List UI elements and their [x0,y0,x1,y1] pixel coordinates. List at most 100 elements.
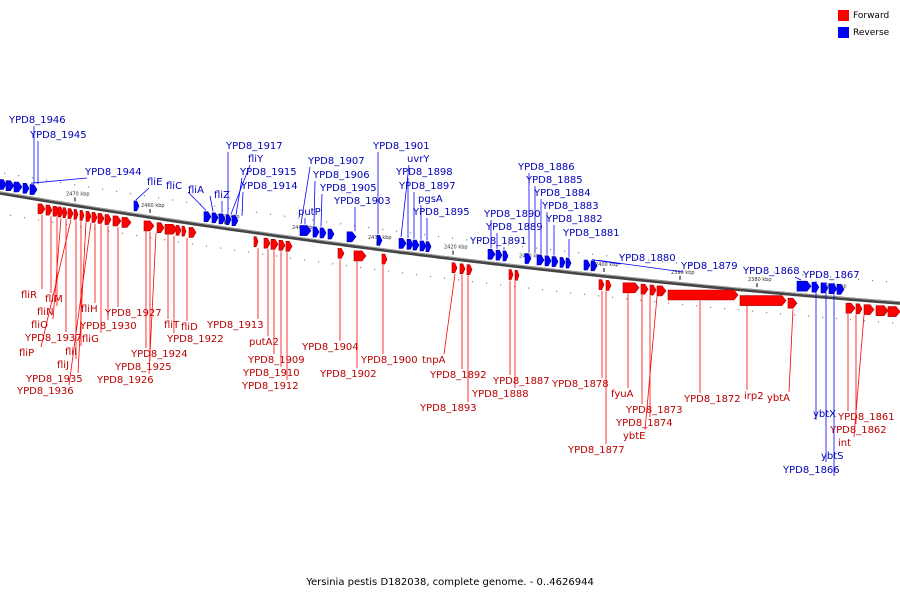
forward-gene-arrow [875,305,889,316]
reverse-gene-leader [30,177,88,184]
track-dot [52,221,54,223]
reverse-gene-arrow [312,226,320,238]
reverse-gene-label: uvrY [407,154,430,165]
forward-gene-arrow [263,237,271,249]
track-dot [550,249,552,251]
track-dot [410,232,412,234]
track-dot [584,293,586,295]
forward-gene-leader [68,222,92,386]
track-dot [172,199,174,201]
reverse-gene-arrow [218,213,226,225]
track-dot [704,265,706,267]
track-dot [774,271,776,273]
track-dot [830,276,832,278]
track-dot [290,257,292,259]
forward-gene-arrow [104,214,112,225]
forward-gene-arrow [337,248,345,259]
forward-gene-arrow [143,220,155,232]
track-dot [24,217,26,219]
forward-gene-arrow [85,211,92,222]
reverse-gene-arrow [487,249,496,260]
reverse-gene-arrow [231,215,239,226]
forward-gene-arrow [598,279,605,290]
track-dot [214,205,216,207]
track-dot [802,274,804,276]
forward-gene-arrow [270,238,279,250]
reverse-gene-arrow [319,227,327,239]
forward-gene-label: YPD8_1922 [166,334,224,345]
reverse-gene-arrow [412,239,420,251]
genome-caption: Yersinia pestis D182038, complete genome… [306,577,594,588]
track-dot [472,281,474,283]
track-dot [822,316,824,318]
forward-gene-label: YPD8_1872 [683,394,741,405]
track-dot [682,303,684,306]
forward-gene-label: fliH [81,304,98,315]
reverse-gene-arrow [502,250,509,262]
track-dot [808,315,810,317]
forward-gene-label: YPD8_1902 [319,369,377,380]
forward-gene-arrow [67,208,74,219]
reverse-gene-arrow [376,235,383,246]
reverse-gene-label: YPD8_1882 [545,214,603,225]
forward-gene-label: YPD8_1930 [79,321,137,332]
forward-gene-arrow [667,289,739,301]
reverse-gene-arrow [406,239,414,250]
reverse-gene-arrow [346,231,357,243]
track-dot [312,219,314,221]
reverse-gene-label: YPD8_1944 [84,167,142,178]
reverse-gene-leader [235,177,243,215]
track-dot [66,223,68,226]
forward-gene-arrow [514,269,520,281]
forward-gene-label: fliT [164,320,180,331]
track-dot [542,289,544,291]
track-dot [564,250,566,252]
track-dot [480,240,482,243]
reverse-gene-label: YPD8_1885 [525,175,583,186]
forward-gene-label: YPD8_1926 [96,375,154,386]
track-dot [620,256,622,258]
track-dot [690,263,692,265]
reverse-gene-label: fliY [248,154,264,165]
scale-tick-label: 2400 kbp [595,262,619,268]
forward-gene-label: YPD8_1936 [16,386,74,397]
reverse-gene-label: fliE [147,177,162,188]
forward-gene-arrow [353,250,367,262]
reverse-gene-label: YPD8_1879 [680,261,738,272]
track-dot [46,179,48,181]
forward-gene-arrow [787,297,798,309]
track-dot [4,172,6,174]
track-dot [816,275,818,277]
forward-gene-arrow [640,283,649,295]
track-dot [710,306,712,308]
track-dot [452,237,454,239]
forward-gene-arrow [649,284,657,296]
reverse-gene-label: YPD8_1917 [225,141,283,152]
forward-gene-label: YPD8_1904 [301,342,359,353]
forward-gene-label: fliJ [57,360,69,371]
forward-gene-label: YPD8_1935 [25,374,83,385]
reverse-gene-label: YPD8_1895 [412,207,470,218]
forward-gene-arrow [45,204,53,216]
track-dot [878,321,880,323]
forward-gene-arrow [451,262,458,274]
track-dot [696,305,698,307]
genome-backbone [0,191,900,305]
track-dot [256,211,258,213]
track-dot [458,279,460,281]
track-dot [850,319,852,321]
forward-gene-label: YPD8_1909 [247,355,305,366]
track-dot [74,184,76,186]
reverse-gene-arrow [327,228,335,240]
reverse-gene-label: YPD8_1906 [312,170,370,181]
track-dot [122,232,124,234]
track-dot [844,277,846,279]
forward-gene-leader [148,232,157,375]
legend-item-forward: Forward [838,9,889,22]
reverse-gene-arrow [565,257,572,269]
forward-gene-arrow [52,205,60,217]
track-dot [522,245,524,248]
track-dot [612,296,614,298]
track-dot [136,234,138,237]
